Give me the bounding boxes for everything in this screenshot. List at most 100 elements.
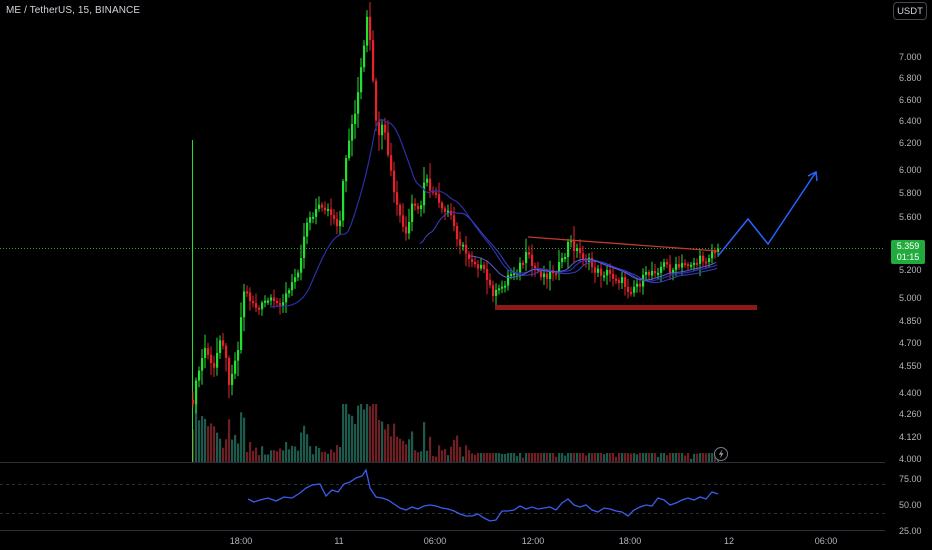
symbol-title[interactable]: ME / TetherUS, 15, BINANCE <box>6 5 141 16</box>
candle <box>297 272 300 278</box>
volume-bar <box>249 441 252 462</box>
volume-bar <box>357 405 360 462</box>
candle <box>606 269 609 276</box>
candle <box>231 373 234 385</box>
candle <box>612 273 615 279</box>
price-axis-label: 6.400 <box>899 116 922 126</box>
candle <box>522 262 525 265</box>
volume-bar <box>255 447 258 462</box>
candle <box>561 258 564 263</box>
candle <box>678 264 681 268</box>
volume-bar <box>666 455 669 462</box>
price-axis-label: 6.000 <box>899 165 922 175</box>
candle <box>621 277 624 283</box>
last-price-badge: 5.359 01:15 <box>891 240 925 264</box>
volume-bar <box>558 453 561 462</box>
volume-bar <box>390 436 393 462</box>
candle <box>690 264 693 267</box>
candle <box>600 268 603 276</box>
volume-bar <box>213 426 216 462</box>
volume-bar <box>672 453 675 462</box>
candle <box>198 370 201 381</box>
currency-button[interactable]: USDT <box>893 2 927 20</box>
volume-bar <box>246 451 249 462</box>
candle <box>444 208 447 213</box>
bar-countdown: 01:15 <box>896 252 920 262</box>
candle <box>387 132 390 156</box>
volume-bar <box>687 453 690 462</box>
price-axis-label: 4.700 <box>899 338 922 348</box>
volume-bar <box>210 423 213 462</box>
time-axis-label: 18:00 <box>619 536 642 546</box>
candle <box>711 251 714 259</box>
candle <box>555 273 558 276</box>
candle <box>699 255 702 264</box>
volume-bar <box>291 445 294 462</box>
candle <box>540 271 543 278</box>
candle <box>630 292 633 295</box>
price-axis-label: 4.400 <box>899 388 922 398</box>
volume-bar <box>222 447 225 462</box>
candle <box>438 194 441 203</box>
volume-bar <box>456 435 459 462</box>
candle <box>435 192 438 195</box>
volume-bar <box>477 453 480 462</box>
price-axis-label: 7.000 <box>899 52 922 62</box>
candle <box>693 262 696 265</box>
candle <box>285 293 288 303</box>
price-axis-label: 4.000 <box>899 454 922 464</box>
volume-bar <box>555 456 558 462</box>
volume-bar <box>327 453 330 462</box>
volume-bar <box>321 452 324 462</box>
projection-path <box>717 171 817 257</box>
volume-bar <box>441 450 444 462</box>
candle <box>252 301 255 304</box>
volume-bar <box>444 448 447 462</box>
volume-bar <box>474 454 477 462</box>
volume-bar <box>465 445 468 462</box>
volume-bar <box>489 453 492 462</box>
candle <box>717 248 720 253</box>
volume-bar <box>414 450 417 462</box>
volume-bar <box>639 453 642 462</box>
candle <box>312 216 315 219</box>
volume-bar <box>648 453 651 462</box>
candle <box>513 273 516 276</box>
volume-bar <box>387 424 390 462</box>
volume-bar <box>234 434 237 462</box>
candle <box>288 290 291 294</box>
candle <box>639 283 642 287</box>
candle <box>234 360 237 374</box>
rsi-axis-label: 75.00 <box>899 474 922 484</box>
volume-bar <box>423 422 426 462</box>
volume-bar <box>702 453 705 462</box>
volume-bar <box>192 429 195 462</box>
volume-bar <box>549 453 552 462</box>
volume-bar <box>570 453 573 462</box>
candle <box>417 205 420 210</box>
volume-bar <box>663 453 666 462</box>
candle <box>300 257 303 273</box>
volume-bar <box>552 453 555 462</box>
volume-bar <box>678 453 681 462</box>
volume-bar <box>495 453 498 462</box>
candle <box>456 226 459 240</box>
candle <box>498 288 501 291</box>
candle <box>633 286 636 293</box>
candle <box>549 270 552 279</box>
candle <box>423 182 426 206</box>
candle <box>399 204 402 216</box>
candle <box>327 209 330 212</box>
volume-bar <box>372 404 375 462</box>
resistance-trendline <box>527 236 719 252</box>
candle <box>342 181 345 221</box>
volume-bar <box>330 449 333 462</box>
candle <box>495 289 498 296</box>
volume-bar <box>411 431 414 462</box>
lightning-icon[interactable] <box>714 447 728 461</box>
candle <box>381 124 384 136</box>
candle <box>519 262 522 273</box>
candle <box>594 267 597 273</box>
candle <box>237 349 240 361</box>
